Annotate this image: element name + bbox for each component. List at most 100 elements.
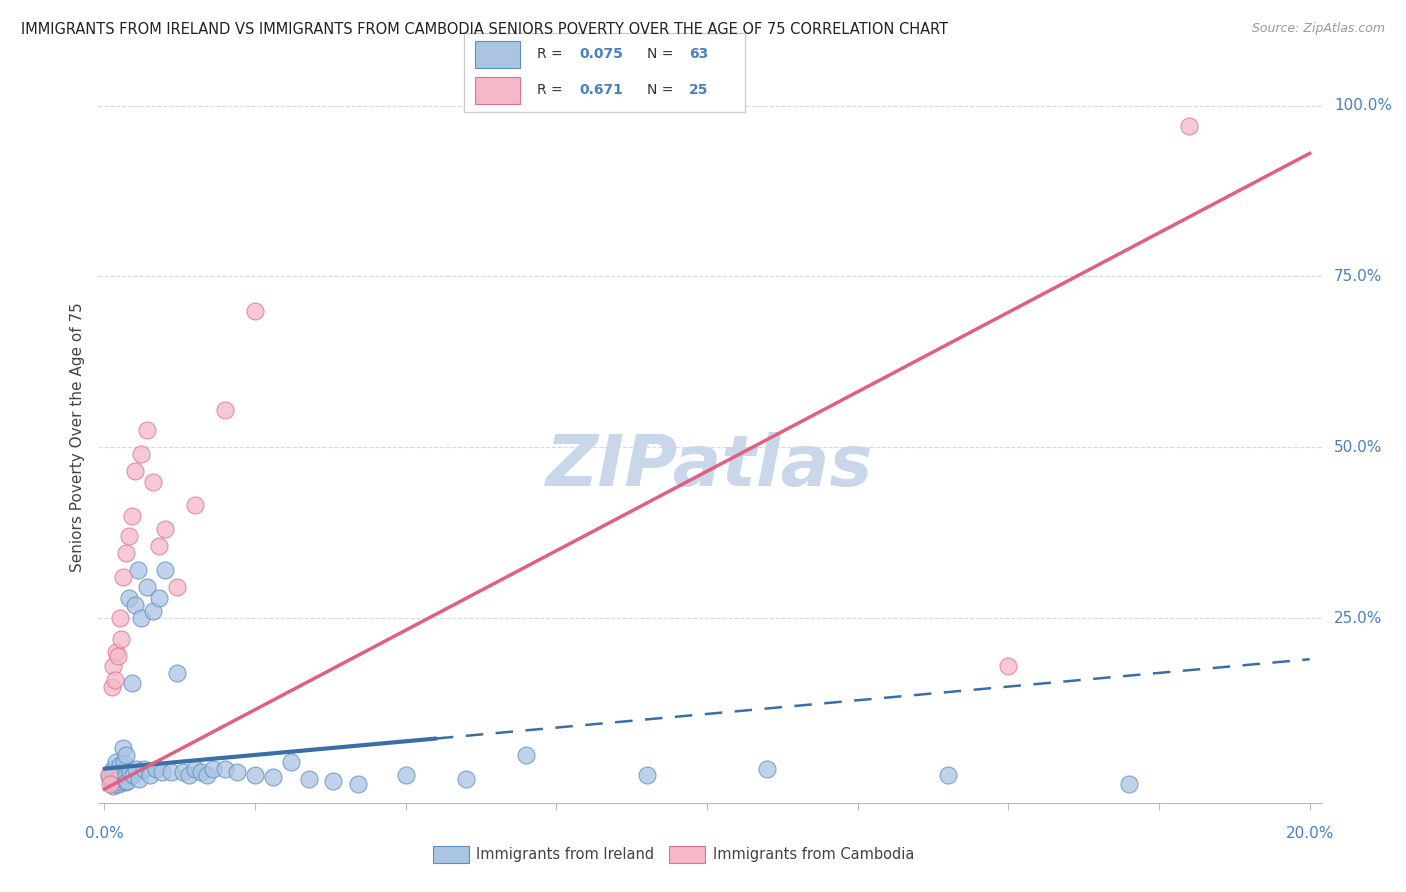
Point (142, 475, 165, 489)
Point (100, 775, 122, 789)
Point (103, 779, 125, 793)
Point (132, 762, 155, 776)
Point (108, 611, 131, 625)
Point (114, 546, 136, 560)
Point (111, 570, 134, 584)
Bar (475, 77, 520, 103)
Point (166, 665, 188, 680)
Point (454, 772, 477, 786)
Point (243, 768, 266, 782)
Point (100, 680, 122, 694)
Point (166, 581, 188, 595)
Point (262, 770, 284, 784)
Point (107, 772, 129, 786)
Point (117, 773, 139, 788)
Point (121, 508, 143, 523)
Point (124, 598, 146, 612)
Point (124, 464, 146, 478)
Point (135, 423, 157, 437)
Point (110, 765, 132, 780)
Point (105, 645, 128, 659)
Point (936, 768, 959, 782)
Point (128, 772, 150, 786)
Point (125, 762, 148, 776)
Point (346, 777, 368, 791)
Point (184, 499, 207, 513)
Text: 20.0%: 20.0% (1285, 826, 1334, 841)
Text: 0.671: 0.671 (579, 83, 623, 97)
Point (129, 611, 152, 625)
Point (108, 758, 131, 772)
Bar (475, 41, 520, 68)
Text: 25.0%: 25.0% (1334, 611, 1382, 625)
Point (1118, 777, 1140, 791)
Point (114, 775, 136, 789)
Point (114, 747, 136, 762)
Point (190, 765, 212, 780)
Point (104, 777, 127, 791)
Text: 75.0%: 75.0% (1334, 268, 1382, 284)
Point (159, 765, 181, 780)
Point (148, 540, 170, 554)
Text: Source: ZipAtlas.com: Source: ZipAtlas.com (1251, 22, 1385, 36)
Point (515, 747, 537, 762)
Point (112, 772, 135, 786)
Point (997, 659, 1019, 673)
Point (636, 768, 658, 782)
Point (243, 303, 266, 318)
Point (108, 777, 131, 791)
Point (111, 741, 134, 756)
Point (298, 772, 321, 786)
Point (115, 768, 138, 782)
Point (145, 762, 167, 776)
Point (138, 768, 160, 782)
Point (108, 770, 131, 784)
Point (322, 773, 344, 788)
Point (172, 765, 194, 780)
Y-axis label: Seniors Poverty Over the Age of 75: Seniors Poverty Over the Age of 75 (69, 302, 84, 572)
Point (153, 522, 176, 536)
Text: 0.075: 0.075 (579, 47, 623, 62)
Point (395, 768, 418, 782)
Text: 63: 63 (689, 47, 709, 62)
Point (280, 755, 302, 769)
Point (127, 563, 149, 577)
Point (117, 591, 139, 605)
Point (110, 775, 132, 789)
Point (214, 402, 236, 417)
Point (104, 773, 127, 788)
Point (122, 768, 145, 782)
Text: IMMIGRANTS FROM IRELAND VS IMMIGRANTS FROM CAMBODIA SENIORS POVERTY OVER THE AGE: IMMIGRANTS FROM IRELAND VS IMMIGRANTS FR… (21, 22, 948, 37)
Text: 25: 25 (689, 83, 709, 97)
Point (756, 762, 779, 776)
Text: 50.0%: 50.0% (1334, 440, 1382, 455)
Point (118, 765, 141, 780)
Point (195, 768, 218, 782)
Text: R =: R = (537, 47, 567, 62)
Point (184, 762, 207, 776)
Point (177, 768, 200, 782)
Point (121, 676, 143, 690)
Point (98, 768, 121, 782)
Point (112, 756, 135, 771)
Point (103, 659, 125, 673)
Text: N =: N = (647, 83, 678, 97)
Point (100, 772, 122, 786)
Point (214, 762, 236, 776)
Point (226, 765, 249, 780)
Point (129, 447, 152, 461)
Point (107, 648, 129, 663)
Point (150, 765, 173, 780)
Legend: Immigrants from Ireland, Immigrants from Cambodia: Immigrants from Ireland, Immigrants from… (426, 840, 920, 869)
Point (98, 768, 121, 782)
Text: N =: N = (647, 47, 678, 62)
Text: 0.0%: 0.0% (86, 826, 124, 841)
Point (105, 755, 128, 769)
Point (117, 529, 139, 543)
Point (101, 765, 124, 780)
Text: 100.0%: 100.0% (1334, 98, 1392, 113)
Point (107, 767, 129, 781)
Text: R =: R = (537, 83, 567, 97)
Point (201, 762, 224, 776)
Point (104, 673, 127, 687)
